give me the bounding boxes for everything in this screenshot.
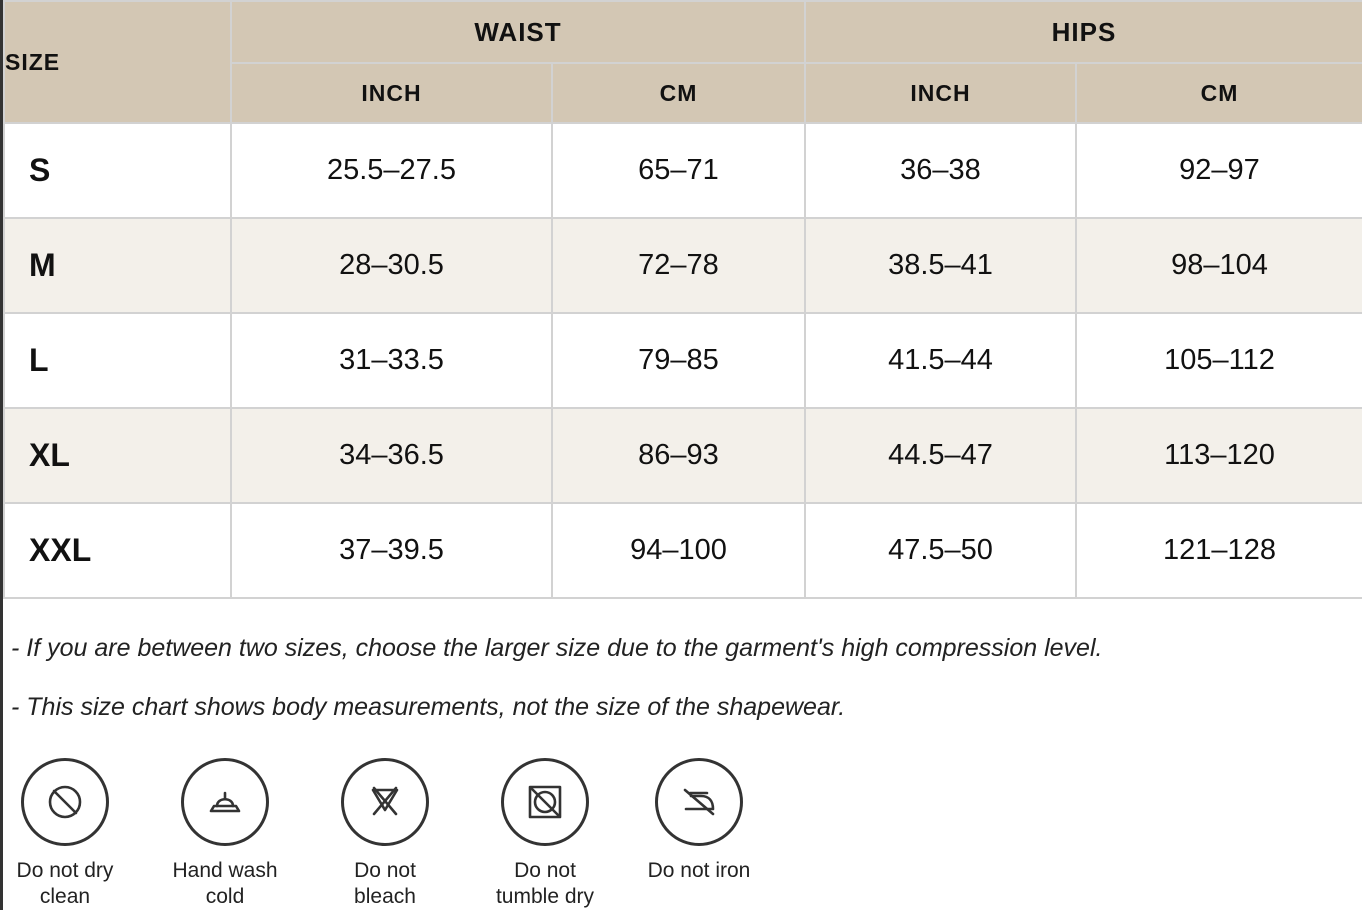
table-row: M 28–30.5 72–78 38.5–41 98–104	[3, 217, 1362, 314]
care-label: Hand wash cold	[172, 859, 278, 908]
no-tumble-dry-icon	[501, 758, 589, 846]
size-cell: S	[3, 122, 232, 219]
hips-cm-cell: 92–97	[1075, 122, 1362, 219]
sizing-note: - If you are between two sizes, choose t…	[11, 634, 1103, 662]
hips-inch-cell: 44.5–47	[804, 407, 1077, 504]
hips-inch-header: INCH	[804, 62, 1077, 124]
hips-group-header: HIPS	[804, 0, 1362, 65]
hips-cm-cell: 113–120	[1075, 407, 1362, 504]
size-chart-table: SIZE WAIST HIPS INCH CM INCH CM S 25.5–2…	[3, 0, 1362, 599]
table-row: L 31–33.5 79–85 41.5–44 105–112	[3, 312, 1362, 409]
waist-inch-header: INCH	[230, 62, 553, 124]
care-instructions: Do not dry clean Hand wash cold Do n	[3, 758, 803, 910]
hips-cm-header: CM	[1075, 62, 1362, 124]
waist-inch-cell: 28–30.5	[230, 217, 553, 314]
hips-inch-cell: 41.5–44	[804, 312, 1077, 409]
hips-inch-cell: 38.5–41	[804, 217, 1077, 314]
size-cell: XXL	[3, 502, 232, 599]
table-row: XXL 37–39.5 94–100 47.5–50 121–128	[3, 502, 1362, 599]
care-item-no-dry-clean: Do not dry clean	[3, 758, 145, 910]
waist-inch-cell: 25.5–27.5	[230, 122, 553, 219]
hips-inch-cell: 47.5–50	[804, 502, 1077, 599]
care-label: Do not tumble dry	[495, 859, 595, 908]
waist-inch-cell: 31–33.5	[230, 312, 553, 409]
hips-inch-cell: 36–38	[804, 122, 1077, 219]
measurement-note: - This size chart shows body measurement…	[11, 693, 846, 721]
waist-cm-cell: 65–71	[551, 122, 806, 219]
no-iron-icon	[655, 758, 743, 846]
waist-cm-header: CM	[551, 62, 806, 124]
no-bleach-icon	[341, 758, 429, 846]
care-item-no-iron: Do not iron	[619, 758, 779, 884]
size-cell: L	[3, 312, 232, 409]
waist-cm-cell: 79–85	[551, 312, 806, 409]
care-label: Do not iron	[647, 859, 751, 882]
care-item-hand-wash-cold: Hand wash cold	[145, 758, 305, 910]
no-dry-clean-icon	[21, 758, 109, 846]
waist-group-header: WAIST	[230, 0, 806, 65]
table-row: XL 34–36.5 86–93 44.5–47 113–120	[3, 407, 1362, 504]
care-label: Do not dry clean	[16, 859, 114, 908]
care-item-no-tumble-dry: Do not tumble dry	[465, 758, 625, 910]
waist-cm-cell: 72–78	[551, 217, 806, 314]
size-column-header: SIZE	[3, 0, 232, 124]
care-item-no-bleach: Do not bleach	[305, 758, 465, 910]
size-cell: XL	[3, 407, 232, 504]
hips-cm-cell: 121–128	[1075, 502, 1362, 599]
care-label: Do not bleach	[354, 859, 416, 908]
size-notes: - If you are between two sizes, choose t…	[11, 630, 1351, 748]
table-row: S 25.5–27.5 65–71 36–38 92–97	[3, 122, 1362, 219]
waist-cm-cell: 94–100	[551, 502, 806, 599]
waist-cm-cell: 86–93	[551, 407, 806, 504]
size-cell: M	[3, 217, 232, 314]
hand-wash-cold-icon	[181, 758, 269, 846]
waist-inch-cell: 34–36.5	[230, 407, 553, 504]
hips-cm-cell: 98–104	[1075, 217, 1362, 314]
hips-cm-cell: 105–112	[1075, 312, 1362, 409]
waist-inch-cell: 37–39.5	[230, 502, 553, 599]
